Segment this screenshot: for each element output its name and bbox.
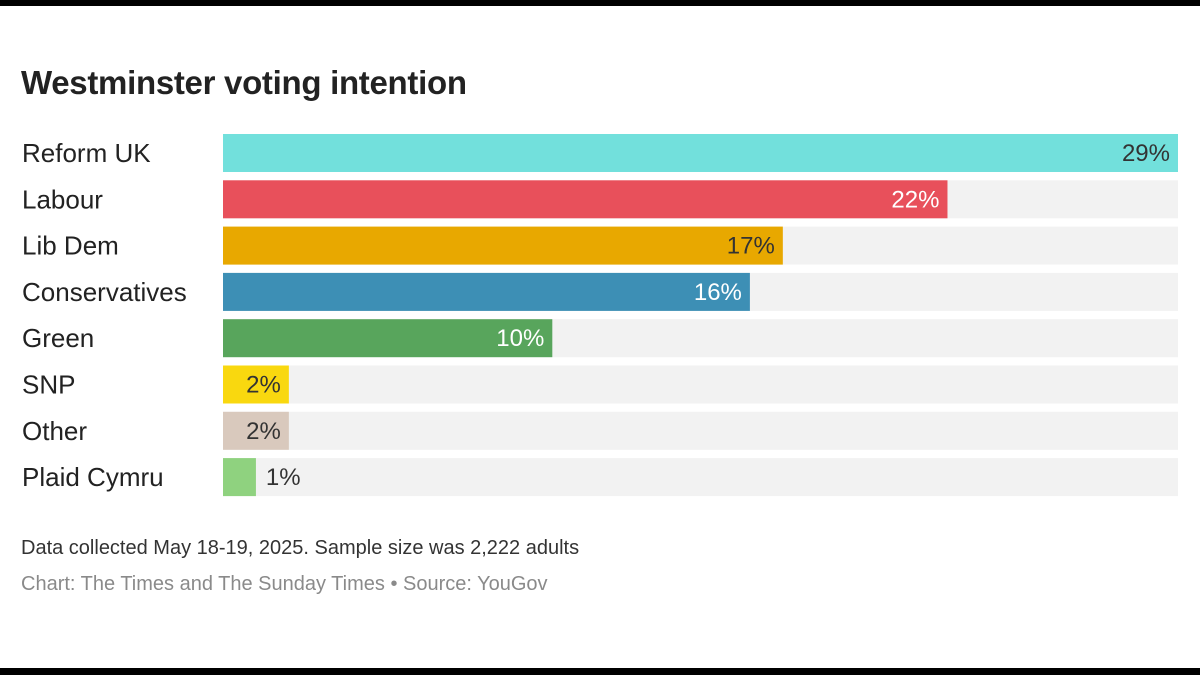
category-label-other: Other xyxy=(22,416,87,446)
value-label-conservatives: 16% xyxy=(694,279,742,306)
category-label-snp: SNP xyxy=(22,370,75,400)
bar-snp xyxy=(223,365,289,404)
bar-plaid-cymru xyxy=(223,458,256,497)
bar-green xyxy=(223,319,553,358)
bar-conservatives xyxy=(223,272,750,311)
value-label-other: 2% xyxy=(246,418,281,445)
value-label-reform-uk: 29% xyxy=(1122,140,1170,167)
bar-track-plaid-cymru xyxy=(223,458,1178,497)
bar-track-snp xyxy=(223,365,1178,404)
bar-labour xyxy=(223,180,948,219)
chart-card: Westminster voting intention Reform UK 29… xyxy=(0,6,1200,668)
value-label-snp: 2% xyxy=(246,372,281,399)
value-label-labour: 22% xyxy=(891,186,939,213)
bar-chart: Reform UK 29% Labour 22% Lib Dem 17% Conservat… xyxy=(22,134,1178,497)
value-label-lib-dem: 17% xyxy=(727,233,775,260)
chart-title: Westminster voting intention xyxy=(21,64,467,101)
chart-credit: Chart: The Times and The Sunday Times • … xyxy=(21,573,548,595)
category-label-labour: Labour xyxy=(22,184,103,214)
bar-lib-dem xyxy=(223,226,783,265)
category-label-plaid-cymru: Plaid Cymru xyxy=(22,462,164,492)
bar-reform-uk xyxy=(223,134,1178,172)
value-label-plaid-cymru: 1% xyxy=(266,464,301,491)
category-label-conservatives: Conservatives xyxy=(22,277,187,307)
bar-track-other xyxy=(223,411,1178,450)
category-label-green: Green xyxy=(22,323,94,353)
category-label-lib-dem: Lib Dem xyxy=(22,231,119,261)
bar-other xyxy=(223,411,289,450)
category-label-reform-uk: Reform UK xyxy=(22,138,151,168)
chart-footnote: Data collected May 18-19, 2025. Sample s… xyxy=(21,537,580,559)
value-label-green: 10% xyxy=(496,325,544,352)
